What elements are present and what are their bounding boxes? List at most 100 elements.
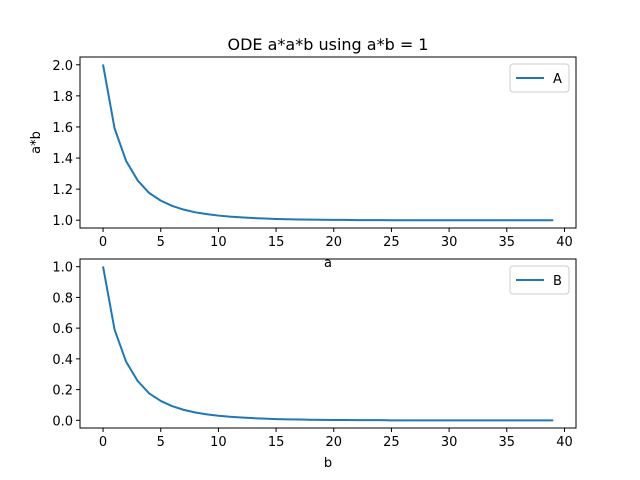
y-tick-label: 1.8 [52,90,73,105]
legend-label: A [553,72,562,87]
subplot-1: 0 5 10 15 20 25 30 35 40 1.0 1.2 1.4 1.6 1.8 2.0 a a*b A [29,56,577,271]
data-point [506,219,508,221]
legend: A [509,63,570,93]
data-point [298,418,300,421]
legend: B [509,265,570,295]
x-tick-label: 20 [325,235,342,250]
data-point [125,361,127,363]
data-point [310,219,312,221]
data-point [287,418,289,420]
chart-title: ODE a*a*b using a*b = 1 [228,35,429,54]
y-tick-label: 0.8 [52,291,73,306]
data-point [194,411,196,414]
x-tick-label: 0 [99,235,107,250]
data-point [298,218,300,221]
data-point [171,205,173,207]
data-point [471,219,473,221]
data-point [321,419,323,421]
x-axis-label: b [324,456,332,471]
x-tick-label: 15 [268,435,285,450]
y-tick-label: 1.2 [52,183,73,198]
data-point [310,419,312,421]
data-point [240,216,243,219]
data-point [494,219,496,221]
data-point [506,419,508,421]
data-point [390,419,393,421]
data-point [252,217,254,219]
data-point [552,219,554,221]
x-tick-label: 25 [383,235,400,250]
x-tick-label: 10 [210,435,227,450]
data-point [160,400,162,402]
data-point [552,419,554,421]
x-tick-label: 30 [441,235,458,250]
subplot-2: 0 5 10 15 20 25 30 35 40 0.0 0.2 0.4 0.6 0.8 1.0 b B [52,258,577,471]
data-point [148,192,150,194]
x-tick-label: 35 [499,435,516,450]
data-point [240,416,243,419]
data-point [529,219,531,221]
y-tick-label: 0.6 [52,322,73,337]
data-point [263,217,266,220]
data-point [160,200,162,202]
legend-label: B [553,274,562,289]
data-point [171,405,173,407]
y-tick-label: 0.2 [52,384,73,399]
data-point [540,219,542,221]
data-point [333,219,335,221]
x-axis-label: a [324,256,332,271]
x-tick-label: 35 [499,235,516,250]
data-point [402,419,404,421]
y-tick-label: 1.4 [52,152,73,167]
data-point [137,380,139,382]
data-point [229,216,231,218]
axes-frame [79,56,577,229]
data-point [102,64,104,66]
data-point [194,211,196,213]
data-point [114,329,116,331]
data-point [436,419,439,421]
data-point [460,219,462,221]
data-point [287,218,289,220]
x-tick-label: 5 [157,435,165,450]
y-tick-label: 0.0 [52,414,73,429]
data-point [333,419,335,421]
y-axis-label: a*b [29,131,44,154]
data-point [263,418,266,420]
data-point [137,179,139,182]
data-point [529,419,531,421]
data-point [321,219,323,221]
x-tick-label: 15 [268,235,285,250]
data-point [471,419,473,421]
data-point [448,419,450,421]
data-point [379,219,381,221]
axes-frame [79,258,577,429]
data-point [275,218,277,220]
data-point [229,416,231,418]
x-tick-label: 20 [325,435,342,450]
series-line-A [102,64,553,222]
data-point [402,219,404,221]
data-point [356,219,358,221]
data-point [425,419,427,421]
data-point [379,419,381,421]
data-point [148,392,150,395]
data-point [217,214,220,217]
x-tick-label: 25 [383,435,400,450]
y-tick-label: 1.0 [52,261,73,276]
data-point [494,419,496,421]
x-tick-label: 5 [157,235,165,250]
data-point [436,219,439,221]
y-tick-label: 1.0 [52,214,73,229]
data-point [413,219,416,221]
data-point [183,409,185,411]
x-tick-label: 40 [556,435,573,450]
data-point [102,266,104,268]
data-point [413,419,416,421]
x-tick-label: 0 [99,435,107,450]
data-point [390,219,393,221]
series-line-B [102,266,553,422]
data-point [206,413,208,415]
x-tick-label: 10 [210,235,227,250]
